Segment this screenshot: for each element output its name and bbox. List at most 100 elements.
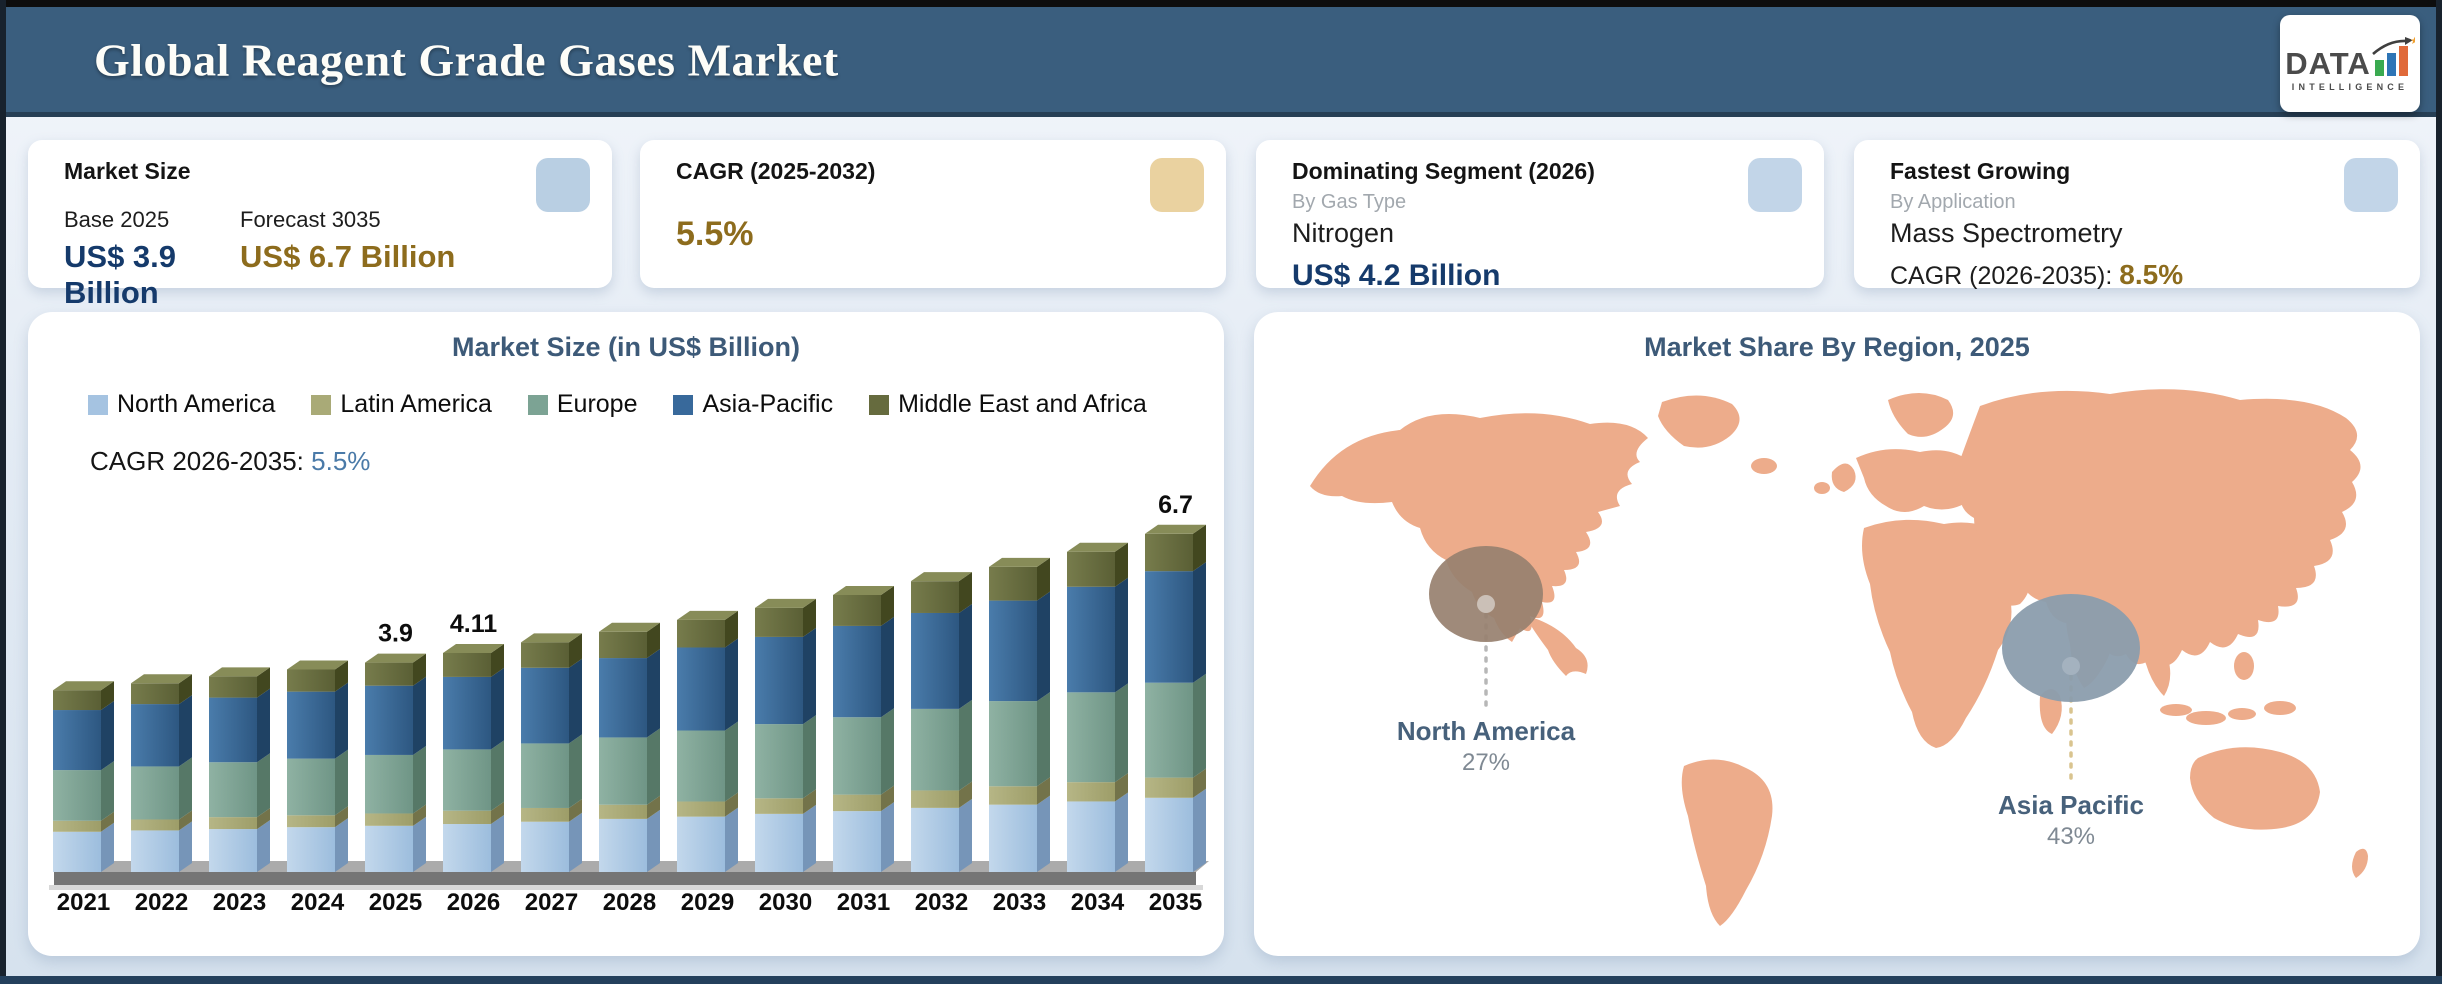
bar-value-label-2035: 6.7 — [1158, 491, 1193, 519]
stat-value-base: US$ 3.9 Billion — [64, 239, 177, 310]
indonesia-2 — [2186, 711, 2226, 725]
growth-cagr-label: CAGR (2026-2035): — [1890, 262, 2120, 290]
cagr-note-value: 5.5% — [311, 446, 371, 476]
page-border-bottom — [0, 976, 2442, 984]
bars-group — [53, 524, 1206, 872]
bar-2035 — [1145, 524, 1206, 872]
growth-cagr-line: CAGR (2026-2035): 8.5% — [1890, 259, 2394, 291]
legend-swatch — [311, 394, 332, 415]
x-axis-label-2035: 2035 — [1149, 889, 1202, 916]
bar-2022 — [131, 674, 192, 872]
stacked-bar-chart: 2021 2022 2023 2024 2025 3.9 2026 4.11 2027 2028 2… — [49, 491, 1209, 916]
card-fastest-growing: Fastest Growing By Application Mass Spec… — [1854, 140, 2420, 291]
iceland — [1751, 458, 1777, 474]
region-bubbles — [1429, 546, 2140, 782]
x-axis-label-2032: 2032 — [915, 889, 968, 916]
card-title: Fastest Growing — [1890, 158, 2071, 184]
x-axis-label-2024: 2024 — [291, 889, 345, 916]
legend-swatch — [673, 394, 694, 415]
card-dominating-segment: Dominating Segment (2026) By Gas Type Ni… — [1256, 140, 1824, 292]
region-share-map-panel: Market Share By Region, 2025 — [1254, 312, 2420, 956]
market-size-icon — [536, 158, 590, 212]
stat-value-forecast: US$ 6.7 Billion — [240, 239, 456, 274]
legend-swatch — [527, 394, 548, 415]
stat-forecast: Forecast 3035 US$ 6.7 Billion — [240, 207, 455, 311]
card-title: CAGR (2025-2032) — [676, 158, 876, 184]
map-title: Market Share By Region, 2025 — [1644, 332, 2030, 362]
card-market-size: Market Size Base 2025 US$ 3.9 Billion Fo… — [28, 140, 612, 310]
north-america — [1310, 413, 1648, 642]
australia — [2190, 747, 2320, 830]
africa — [1862, 519, 2017, 748]
bubble-center-dot — [1477, 595, 1495, 613]
x-axis-label-2033: 2033 — [993, 889, 1046, 916]
stat-base: Base 2025 US$ 3.9 Billion — [64, 207, 240, 311]
legend-label: Europe — [556, 390, 638, 418]
indonesia-1 — [2160, 704, 2192, 716]
region-bubble — [2002, 594, 2140, 702]
legend-swatch — [869, 394, 890, 415]
bar-2029 — [677, 610, 738, 872]
logo-bars-icon: ★ — [2371, 36, 2415, 76]
growth-cagr-value: 8.5% — [2119, 259, 2184, 290]
company-logo: DATA ★ INTELLIGENCE — [2280, 15, 2420, 112]
page-border-left — [0, 0, 6, 984]
x-axis-label-2026: 2026 — [447, 889, 500, 916]
greenland — [1658, 395, 1740, 448]
x-axis-label-2022: 2022 — [135, 889, 188, 916]
legend-item: Middle East and Africa — [869, 390, 1147, 419]
x-axis-label-2028: 2028 — [603, 889, 656, 916]
scandinavia — [1888, 393, 1954, 437]
europe — [1856, 449, 1974, 512]
x-axis-label-2031: 2031 — [837, 889, 890, 916]
legend-item: North America — [88, 390, 275, 419]
bar-2024 — [287, 660, 348, 872]
bar-value-label-2025: 3.9 — [378, 620, 413, 648]
bar-2026 — [443, 643, 504, 872]
bubble-center-dot — [2062, 657, 2080, 675]
header-bar: Global Reagent Grade Gases Market DATA ★… — [6, 7, 2436, 117]
bar-2025 — [365, 653, 426, 872]
application-name: Mass Spectrometry — [1890, 218, 2123, 248]
bar-2033 — [989, 557, 1050, 872]
new-guinea — [2264, 701, 2296, 715]
x-axis-label-2021: 2021 — [57, 889, 110, 916]
central-america — [1530, 618, 1588, 676]
stat-row: Base 2025 US$ 3.9 Billion Forecast 3035 … — [64, 207, 586, 311]
bar-2027 — [521, 633, 582, 872]
bar-2030 — [755, 598, 816, 872]
card-subtitle: By Application — [1890, 191, 2016, 213]
cagr-note-label: CAGR 2026-2035: — [90, 446, 312, 476]
legend-label: North America — [117, 390, 276, 418]
growth-icon — [2344, 158, 2398, 212]
philippines — [2234, 652, 2254, 680]
stat-label: Forecast 3035 — [240, 207, 381, 232]
japan — [2278, 510, 2301, 554]
segment-icon — [1748, 158, 1802, 212]
x-axis-label-2027: 2027 — [525, 889, 578, 916]
bar-2034 — [1067, 542, 1128, 872]
page-border-right — [2436, 0, 2442, 984]
bar-2023 — [209, 667, 270, 872]
cagr-value: 5.5% — [676, 215, 754, 253]
legend-item: Asia-Pacific — [673, 390, 833, 419]
south-america — [1681, 759, 1773, 926]
continents — [1310, 389, 2368, 926]
legend-item: Europe — [527, 390, 638, 419]
card-subtitle: By Gas Type — [1292, 191, 1407, 213]
card-cagr: CAGR (2025-2032) 5.5% — [640, 140, 1226, 288]
cagr-note: CAGR 2026-2035: 5.5% — [90, 446, 370, 477]
chart-title: Market Size (in US$ Billion) — [451, 332, 801, 362]
bar-2032 — [911, 572, 972, 872]
logo-top: DATA ★ — [2285, 36, 2415, 79]
page-border-top — [0, 0, 2442, 7]
indochina — [2139, 624, 2171, 696]
new-zealand — [2352, 848, 2368, 878]
legend-swatch — [88, 394, 108, 415]
segment-name: Nitrogen — [1292, 218, 1395, 248]
arabia — [1993, 560, 2030, 606]
x-axis-label-2034: 2034 — [1071, 889, 1125, 916]
cagr-icon — [1150, 158, 1204, 212]
legend-label: Middle East and Africa — [898, 390, 1147, 418]
